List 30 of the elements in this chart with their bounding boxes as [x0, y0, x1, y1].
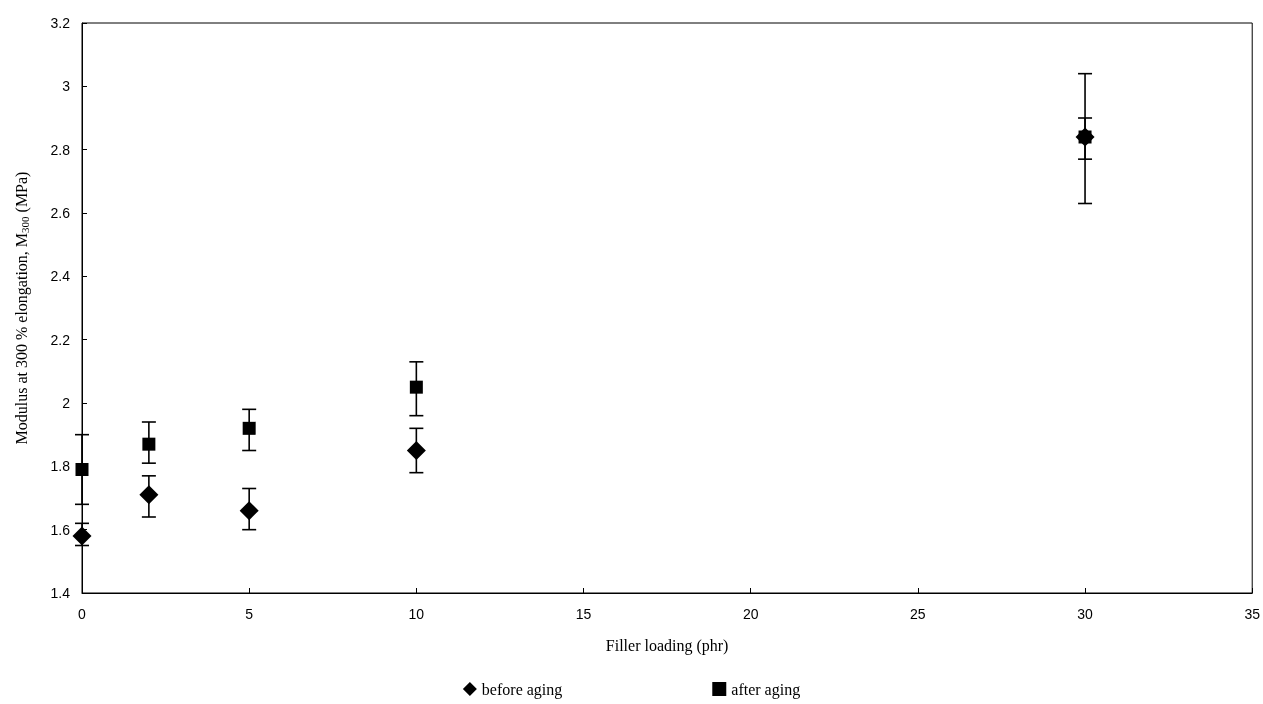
- point: [139, 485, 159, 505]
- y-tick-label: 2.8: [50, 141, 71, 158]
- y-tick-label: 1.8: [50, 458, 71, 475]
- point: [406, 441, 426, 460]
- point: [242, 421, 256, 435]
- y-tick-label: 2: [62, 395, 71, 411]
- x-tick-label: 25: [910, 606, 926, 622]
- y-tick-label: 1.4: [50, 585, 71, 601]
- x-tick-label: 5: [245, 606, 254, 622]
- y-tick-label: 3: [62, 78, 71, 95]
- point: [142, 437, 156, 451]
- legend-label: after aging: [731, 680, 801, 699]
- y-axis-title: Modulus at 300 % elongation, M300 (MPa): [13, 171, 31, 445]
- x-tick-label: 20: [742, 606, 759, 622]
- x-axis-title: Filler loading (phr): [605, 636, 729, 655]
- x-tick-label: 10: [408, 606, 425, 622]
- legend-label: before aging: [481, 680, 563, 699]
- point: [75, 463, 89, 476]
- y-tick-label: 2.6: [50, 205, 71, 221]
- y-tick-label: 2.4: [50, 268, 71, 285]
- point: [72, 526, 92, 546]
- x-tick-label: 15: [575, 606, 592, 622]
- point: [409, 380, 423, 394]
- x-tick-label: 0: [78, 606, 87, 622]
- y-tick-label: 2.2: [50, 331, 71, 348]
- y-tick-label: 3.2: [50, 15, 71, 31]
- x-tick-label: 30: [1077, 606, 1094, 622]
- point: [239, 501, 259, 521]
- x-tick-label: 35: [1244, 606, 1261, 622]
- y-tick-label: 1.6: [50, 521, 71, 538]
